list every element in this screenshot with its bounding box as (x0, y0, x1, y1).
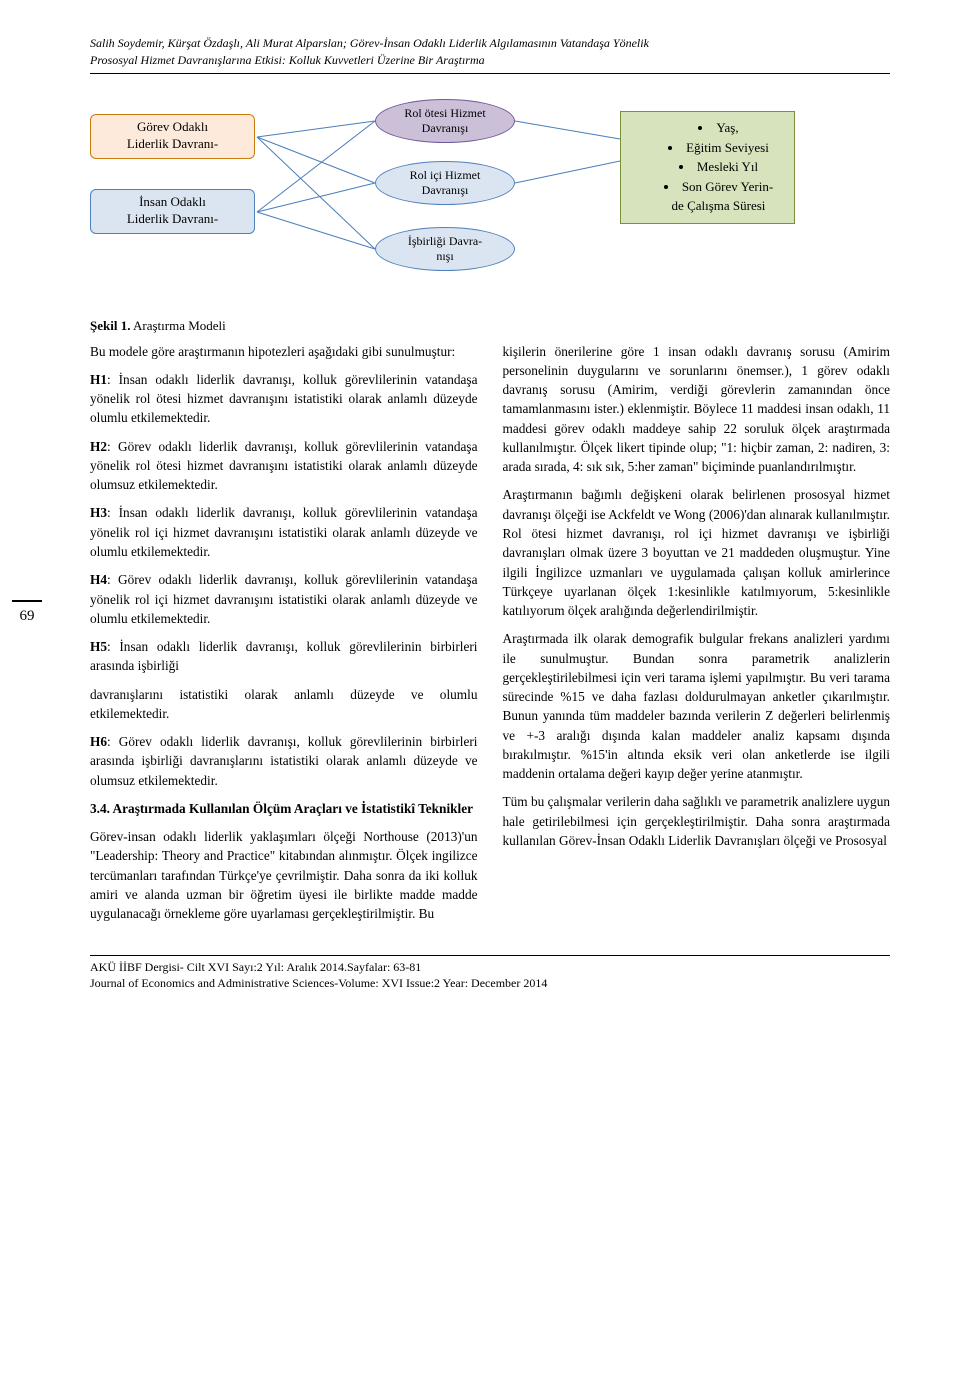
moderator-item-0: Yaş, (649, 119, 788, 138)
footer-line2: Journal of Economics and Administrative … (90, 976, 547, 990)
ellipse-2: İşbirliği Davra-nışı (375, 227, 515, 271)
left-column: Bu modele göre araştırmanın hipotezleri … (90, 342, 478, 933)
figure-caption: Şekil 1. Araştırma Modeli (90, 317, 890, 336)
left-tail-paragraph: Görev-insan odaklı liderlik yaklaşımları… (90, 827, 478, 923)
page-header: Salih Soydemir, Kürşat Özdaşlı, Ali Mura… (90, 35, 890, 74)
moderator-item-1: Eğitim Seviyesi (649, 139, 788, 158)
right-p4: Tüm bu çalışmalar verilerin daha sağlıkl… (503, 792, 891, 850)
page-footer: AKÜ İİBF Dergisi- Cilt XVI Sayı:2 Yıl: A… (90, 955, 890, 993)
left-box-1: İnsan OdaklıLiderlik Davranı- (90, 189, 255, 234)
moderator-box: Yaş,Eğitim SeviyesiMesleki YılSon Görev … (620, 111, 795, 224)
hypotheses-intro: Bu modele göre araştırmanın hipotezleri … (90, 342, 478, 361)
right-p3: Araştırmada ilk olarak demografik bulgul… (503, 629, 891, 783)
body-columns: Bu modele göre araştırmanın hipotezleri … (90, 342, 890, 933)
right-p2: Araştırmanın bağımlı değişkeni olarak be… (503, 485, 891, 620)
left-box-0: Görev OdaklıLiderlik Davranı- (90, 114, 255, 159)
hypothesis-h6: H6: Görev odaklı liderlik davranışı, kol… (90, 732, 478, 790)
post-h5-text: davranışlarını istatistiki olarak anlaml… (90, 685, 478, 724)
right-column: kişilerin önerilerine göre 1 insan odakl… (503, 342, 891, 933)
hypothesis-h4: H4: Görev odaklı liderlik davranışı, kol… (90, 570, 478, 628)
header-line1: Salih Soydemir, Kürşat Özdaşlı, Ali Mura… (90, 36, 649, 50)
header-line2: Prososyal Hizmet Davranışlarına Etkisi: … (90, 53, 485, 67)
moderator-item-3: Son Görev Yerin-de Çalışma Süresi (649, 178, 788, 216)
moderator-item-2: Mesleki Yıl (649, 158, 788, 177)
hypothesis-h2: H2: Görev odaklı liderlik davranışı, kol… (90, 437, 478, 495)
research-model-diagram: Görev OdaklıLiderlik Davranı- İnsan Odakl… (90, 99, 820, 304)
page-number: 69 (12, 600, 42, 628)
hypothesis-h5: H5: İnsan odaklı liderlik davranışı, kol… (90, 637, 478, 676)
hypothesis-h3: H3: İnsan odaklı liderlik davranışı, kol… (90, 503, 478, 561)
ellipse-1: Rol içi HizmetDavranışı (375, 161, 515, 205)
hypothesis-h1: H1: İnsan odaklı liderlik davranışı, kol… (90, 370, 478, 428)
right-p1: kişilerin önerilerine göre 1 insan odakl… (503, 342, 891, 477)
section-3-4-heading: 3.4. Araştırmada Kullanılan Ölçüm Araçla… (90, 799, 478, 818)
footer-line1: AKÜ İİBF Dergisi- Cilt XVI Sayı:2 Yıl: A… (90, 960, 421, 974)
ellipse-0: Rol ötesi HizmetDavranışı (375, 99, 515, 143)
